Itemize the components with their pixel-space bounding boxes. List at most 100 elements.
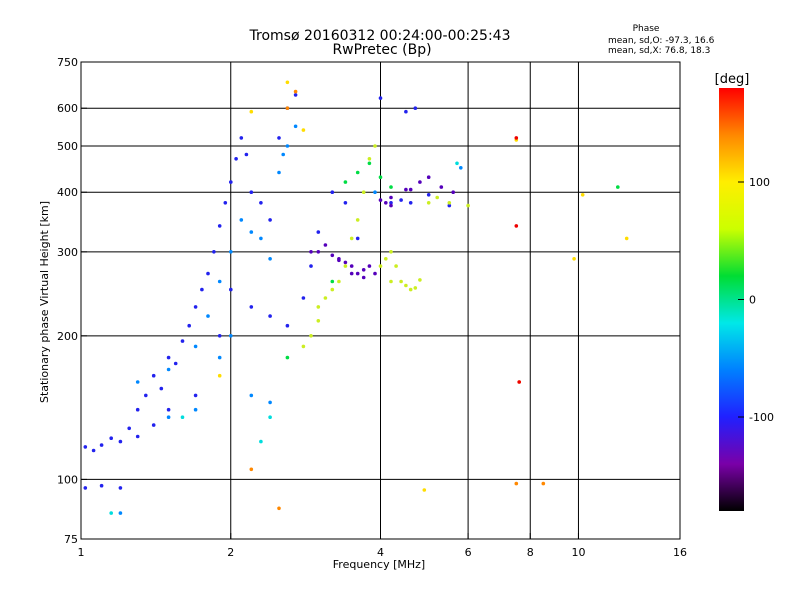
stats-line-o: mean, sd,O: -97.3, 16.6: [608, 36, 715, 46]
data-point: [343, 264, 348, 268]
colorbar-tick-label: -100: [749, 411, 774, 424]
data-point: [166, 415, 171, 420]
data-point: [217, 224, 222, 228]
y-tick-label: 400: [57, 186, 78, 199]
data-point: [99, 443, 104, 447]
data-point: [426, 201, 431, 205]
data-point: [426, 175, 431, 179]
y-tick-label: 600: [57, 102, 78, 115]
data-point: [616, 185, 620, 189]
data-point: [249, 230, 254, 234]
data-point: [355, 170, 360, 175]
data-point: [384, 257, 388, 261]
data-point: [309, 250, 313, 254]
chart-title: Tromsø 20160312 00:24:00-00:25:43: [249, 28, 511, 44]
data-point: [259, 439, 263, 444]
data-point: [187, 323, 191, 328]
data-point: [180, 415, 185, 420]
data-point: [173, 361, 178, 366]
colorbar-tick-label: 0: [749, 294, 756, 307]
data-point: [355, 218, 360, 222]
data-point: [166, 407, 171, 412]
data-point: [151, 373, 156, 378]
data-point: [217, 373, 222, 378]
data-point: [447, 203, 452, 208]
data-point: [259, 201, 263, 205]
data-point: [323, 243, 328, 247]
x-tick-label: 4: [377, 546, 384, 559]
chart-subtitle: RwPretec (Bp): [332, 42, 431, 58]
data-point: [83, 486, 88, 490]
data-point: [217, 355, 222, 360]
data-point: [408, 201, 413, 205]
data-point: [399, 198, 403, 202]
data-point: [293, 89, 298, 94]
data-point: [83, 445, 88, 449]
data-point: [268, 400, 272, 405]
axes: 1 2 4 6 8 10 16 75 100 200 300 400 500 600 750: [57, 56, 687, 559]
data-point: [404, 109, 408, 114]
data-point: [373, 190, 377, 194]
data-point: [109, 436, 113, 441]
data-point: [268, 257, 272, 261]
data-point: [127, 426, 131, 431]
colorbar-label: [deg]: [715, 72, 750, 87]
data-point: [316, 230, 321, 234]
data-point: [166, 367, 171, 372]
data-point: [389, 201, 393, 205]
data-point: [151, 423, 156, 427]
data-point: [301, 128, 306, 132]
data-point: [330, 190, 335, 194]
x-axis-label: Frequency [MHz]: [333, 558, 425, 571]
data-point: [343, 201, 348, 205]
data-point: [439, 185, 444, 189]
y-tick-label: 300: [57, 246, 78, 259]
data-point: [459, 166, 463, 170]
data-point: [217, 334, 222, 338]
data-point: [180, 339, 185, 343]
data-point: [99, 483, 104, 488]
data-point: [193, 393, 198, 398]
data-point: [229, 250, 233, 254]
data-point: [349, 236, 354, 241]
data-point: [293, 93, 298, 97]
x-tick-label: 6: [465, 546, 472, 559]
data-point: [268, 218, 272, 222]
data-point: [349, 264, 354, 268]
data-point: [135, 407, 140, 412]
data-point: [316, 319, 321, 323]
stats-title: Phase: [633, 24, 660, 34]
data-point: [268, 415, 272, 420]
data-point: [517, 380, 521, 384]
data-point: [422, 488, 427, 492]
data-point: [455, 161, 459, 166]
x-tick-label: 1: [78, 546, 85, 559]
data-point: [244, 152, 249, 157]
data-point: [330, 279, 335, 284]
data-point: [330, 253, 335, 258]
data-point: [367, 264, 372, 268]
data-point: [193, 407, 198, 412]
data-point: [418, 278, 422, 282]
data-point: [408, 287, 413, 292]
data-point: [323, 296, 328, 300]
y-tick-label: 100: [57, 473, 78, 486]
data-point: [212, 250, 216, 254]
data-point: [200, 287, 204, 292]
data-point: [572, 257, 576, 261]
x-tick-label: 2: [227, 546, 234, 559]
data-point: [293, 124, 298, 129]
data-point: [259, 236, 263, 241]
data-point: [144, 393, 148, 398]
data-point: [268, 314, 272, 318]
data-point: [249, 190, 254, 194]
data-point: [394, 264, 398, 268]
data-point: [580, 193, 585, 197]
grid-lines: [81, 62, 680, 539]
y-tick-label: 75: [64, 533, 78, 546]
data-point: [229, 180, 233, 184]
data-point: [249, 393, 254, 398]
data-point: [413, 286, 418, 290]
data-point: [373, 271, 377, 276]
